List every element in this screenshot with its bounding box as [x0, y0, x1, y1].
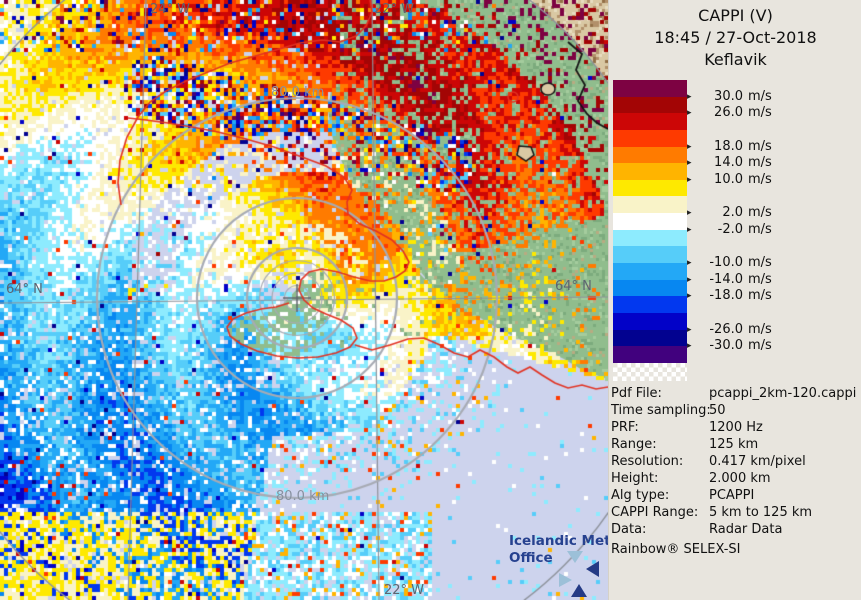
tick-arrow-icon: ▸ — [687, 91, 692, 102]
colorbar-band — [613, 80, 687, 97]
colorbar-band — [613, 346, 687, 363]
legend-tick: ▸ 18.0 m/s — [687, 138, 772, 154]
legend-tick: ▸ 2.0 m/s — [687, 205, 772, 221]
timestamp: 18:45 / 27-Oct-2018 — [654, 28, 817, 47]
colorbar-band — [613, 312, 687, 330]
legend-tick: ▸ -14.0 m/s — [687, 271, 772, 287]
colorbar-band — [613, 329, 687, 347]
colorbar-band — [613, 229, 687, 247]
metadata-row: Time sampling: 50 — [611, 403, 726, 418]
tick-arrow-icon: ▸ — [687, 274, 692, 285]
colorbar-transparent-band — [613, 363, 687, 381]
velocity-colorbar — [613, 80, 687, 363]
metadata-row: PRF: 1200 Hz — [611, 420, 763, 435]
legend-tick: ▸ 14.0 m/s — [687, 155, 772, 171]
colorbar-band — [613, 113, 687, 130]
graticule-label: 24° W — [150, 2, 191, 17]
met-office-pinwheel-icon — [559, 551, 599, 597]
colorbar-band — [613, 296, 687, 313]
tick-arrow-icon: ▸ — [687, 224, 692, 235]
metadata-row: Data: Radar Data — [611, 522, 783, 537]
graticule-label: 64° N — [6, 282, 43, 297]
met-office-logo-text2: Office — [509, 550, 553, 566]
tick-arrow-icon: ▸ — [687, 141, 692, 152]
colorbar-band — [613, 96, 687, 114]
colorbar-band — [613, 213, 687, 230]
metadata-row: Pdf File: pcappi_2km-120.cappi — [611, 386, 857, 401]
legend-tick: ▸ -2.0 m/s — [687, 221, 772, 237]
scan-metadata: Pdf File: pcappi_2km-120.cappi Time sampli… — [611, 385, 861, 538]
tick-arrow-icon: ▸ — [687, 174, 692, 185]
graticule-label: 22° W — [374, 2, 415, 17]
legend-tick: ▸ -10.0 m/s — [687, 255, 772, 271]
colorbar-band — [613, 279, 687, 297]
graticule-label: 22° W — [384, 583, 425, 598]
station-name: Keflavik — [704, 50, 767, 69]
product-title: CAPPI (V) — [698, 6, 773, 25]
metadata-row: CAPPI Range: 5 km to 125 km — [611, 505, 813, 520]
colorbar-band — [613, 246, 687, 264]
map-panel: 24° W 22° W 64° N 64° N 22° W 80.0 km 80.0 km … — [0, 0, 611, 600]
tick-arrow-icon: ▸ — [687, 158, 692, 169]
graticule-label: 64° N — [555, 279, 592, 294]
tick-arrow-icon: ▸ — [687, 324, 692, 335]
software-credit: Rainbow® SELEX-SI — [611, 542, 741, 557]
range-ring-label: 80.0 km — [276, 489, 330, 504]
info-sidebar: CAPPI (V) 18:45 / 27-Oct-2018 Keflavik ▸… — [608, 0, 861, 600]
metadata-row: Alg type: PCAPPI — [611, 488, 755, 503]
colorbar-band — [613, 163, 687, 180]
metadata-row: Height: 2.000 km — [611, 471, 771, 486]
radar-map-canvas — [0, 0, 608, 600]
tick-arrow-icon: ▸ — [687, 208, 692, 219]
legend-tick: ▸ 30.0 m/s — [687, 88, 772, 104]
legend-tick: ▸ 26.0 m/s — [687, 105, 772, 121]
colorbar-band — [613, 129, 687, 147]
colorbar-band — [613, 263, 687, 280]
colorbar-band — [613, 196, 687, 214]
legend-tick: ▸ -30.0 m/s — [687, 338, 772, 354]
tick-arrow-icon: ▸ — [687, 258, 692, 269]
metadata-row: Range: 125 km — [611, 437, 759, 452]
colorbar-band — [613, 179, 687, 197]
met-office-logo: Icelandic Met Office — [505, 531, 611, 597]
legend-tick: ▸ -26.0 m/s — [687, 321, 772, 337]
tick-arrow-icon: ▸ — [687, 291, 692, 302]
tick-arrow-icon: ▸ — [687, 108, 692, 119]
range-ring-label: 80.0 km — [271, 85, 325, 100]
legend-tick: ▸ -18.0 m/s — [687, 288, 772, 304]
metadata-row: Resolution: 0.417 km/pixel — [611, 454, 806, 469]
legend-tick: ▸ 10.0 m/s — [687, 171, 772, 187]
met-office-logo-text: Icelandic Met — [509, 533, 611, 549]
tick-arrow-icon: ▸ — [687, 341, 692, 352]
colorbar-band — [613, 146, 687, 164]
title-block: CAPPI (V) 18:45 / 27-Oct-2018 Keflavik — [609, 5, 861, 71]
